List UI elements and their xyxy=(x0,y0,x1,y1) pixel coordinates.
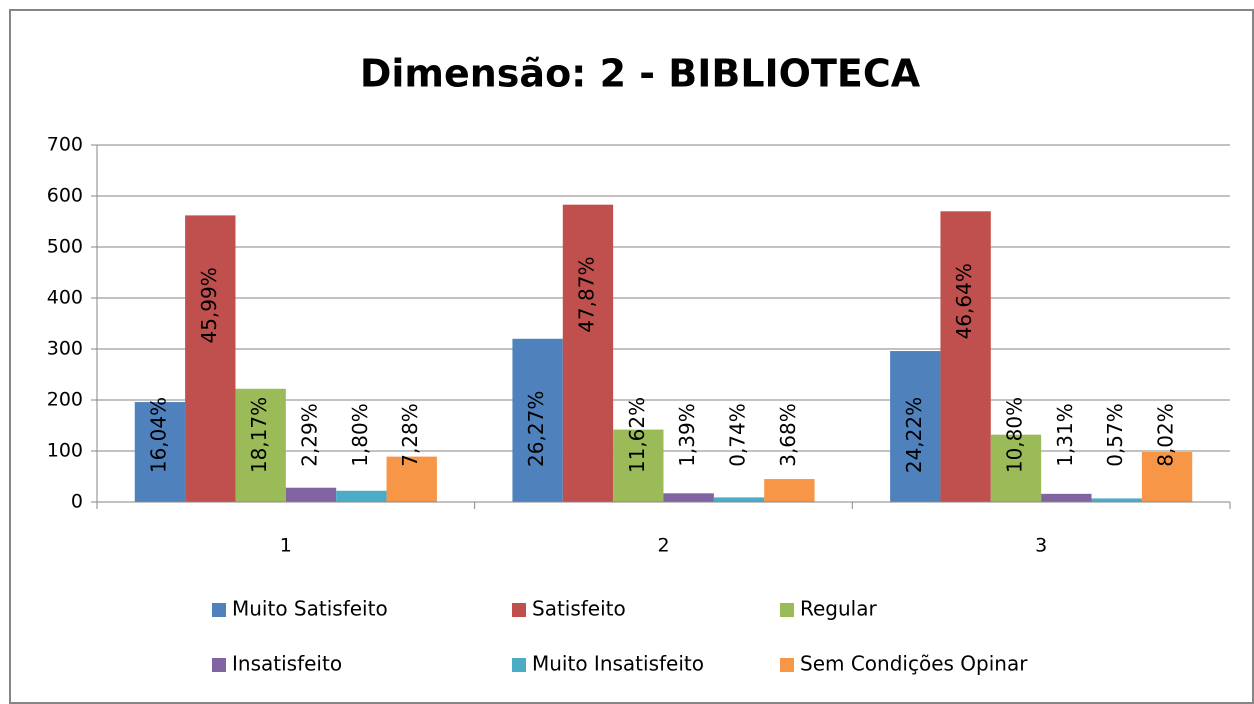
x-tick-label: 1 xyxy=(280,535,292,557)
bar xyxy=(235,388,286,502)
chart-title: Dimensão: 2 - BIBLIOTECA xyxy=(360,52,921,96)
y-tick-label: 500 xyxy=(47,236,83,258)
bar xyxy=(1041,493,1092,502)
y-tick-label: 200 xyxy=(47,389,83,411)
data-label: 10,80% xyxy=(1002,397,1026,473)
data-label: 3,68% xyxy=(776,403,800,467)
bar xyxy=(386,456,437,502)
data-label: 8,02% xyxy=(1154,403,1178,467)
bar xyxy=(613,429,664,502)
bar xyxy=(134,402,186,502)
legend-swatch xyxy=(512,603,526,617)
bar xyxy=(663,493,714,502)
data-label: 18,17% xyxy=(247,397,271,473)
data-label: 26,27% xyxy=(524,391,548,467)
bar xyxy=(562,204,614,503)
bar xyxy=(713,497,765,502)
bar xyxy=(1091,498,1142,502)
bar xyxy=(1141,452,1193,502)
legend-swatch xyxy=(780,603,794,617)
bar xyxy=(890,351,941,502)
legend-swatch xyxy=(780,658,794,672)
data-label: 47,87% xyxy=(574,257,598,333)
bar xyxy=(185,215,236,502)
data-label: 11,62% xyxy=(625,397,649,473)
data-label: 16,04% xyxy=(146,397,170,473)
bar xyxy=(990,434,1042,502)
data-label: 46,64% xyxy=(952,263,976,339)
y-tick-label: 700 xyxy=(47,134,83,156)
data-label: 45,99% xyxy=(197,267,221,343)
y-tick-label: 300 xyxy=(47,338,83,360)
legend-swatch xyxy=(512,658,526,672)
legend-swatch xyxy=(212,658,226,672)
legend-label: Satisfeito xyxy=(532,597,626,621)
data-label: 24,22% xyxy=(902,397,926,473)
y-tick-label: 400 xyxy=(47,287,83,309)
x-tick-label: 2 xyxy=(657,535,669,557)
data-label: 0,57% xyxy=(1103,403,1127,467)
legend-swatch xyxy=(212,603,226,617)
data-label: 1,39% xyxy=(675,403,699,467)
data-label: 7,28% xyxy=(398,403,422,467)
y-tick-label: 100 xyxy=(47,440,83,462)
bar xyxy=(285,487,337,502)
legend-label: Muito Insatisfeito xyxy=(532,652,704,676)
legend-label: Muito Satisfeito xyxy=(232,597,388,621)
legend-label: Sem Condições Opinar xyxy=(800,652,1028,676)
bar xyxy=(512,338,563,502)
legend-label: Insatisfeito xyxy=(232,652,342,676)
bar xyxy=(336,490,387,502)
x-tick-label: 3 xyxy=(1035,535,1047,557)
bar xyxy=(764,479,815,502)
bar xyxy=(940,211,991,503)
data-label: 2,29% xyxy=(298,403,322,467)
data-label: 0,74% xyxy=(726,403,750,467)
data-label: 1,80% xyxy=(348,403,372,467)
legend-label: Regular xyxy=(800,597,877,621)
y-tick-label: 0 xyxy=(71,491,83,513)
y-tick-label: 600 xyxy=(47,185,83,207)
data-label: 1,31% xyxy=(1053,403,1077,467)
